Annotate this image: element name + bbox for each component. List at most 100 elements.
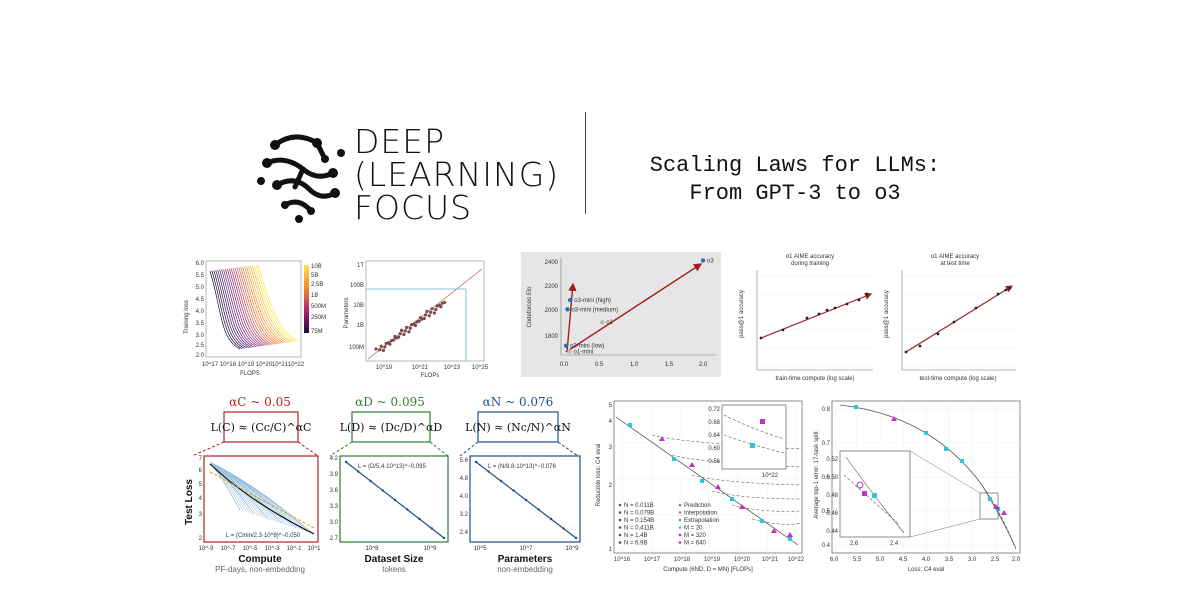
cyan-marker — [960, 459, 964, 463]
svg-text:10^1: 10^1 — [308, 546, 321, 552]
svg-text:10^17: 10^17 — [202, 362, 219, 368]
svg-text:10^19: 10^19 — [238, 362, 255, 368]
fig5-ticks — [902, 275, 1016, 367]
magenta-marker — [689, 462, 695, 467]
legend-swatch — [678, 533, 682, 537]
figure-aime-test-time: o1 AIME accuracy at test time pass@1 acc… — [880, 252, 1020, 382]
legend-swatch — [618, 503, 622, 507]
fig6-compute-curves — [209, 461, 315, 535]
inset-magenta-marker — [760, 419, 765, 424]
svg-text:7: 7 — [199, 456, 203, 462]
power-law-point — [549, 517, 553, 521]
svg-text:4: 4 — [199, 496, 203, 502]
fig2-xticks: 10^19 10^21 10^23 10^25 — [376, 365, 489, 371]
logo-line-1: DEEP — [354, 122, 446, 161]
svg-text:2.5: 2.5 — [991, 557, 1000, 563]
aime-point — [974, 306, 978, 310]
fig4-points — [759, 292, 869, 340]
svg-text:2.0: 2.0 — [196, 353, 205, 359]
fig6-alpha-c: αC ~ 0.05 — [229, 395, 291, 409]
svg-text:10^19: 10^19 — [376, 365, 393, 371]
loss-curve — [248, 266, 287, 343]
svg-text:10^-7: 10^-7 — [221, 546, 236, 552]
fig8-inset-xticks: 2.6 2.4 — [850, 541, 899, 547]
fig7-fit-line — [615, 416, 799, 546]
svg-text:2.5B: 2.5B — [311, 282, 323, 288]
figure-reducible-loss: Reducible loss: C4 eval 5 4 3 2 1 10^16 … — [592, 395, 807, 575]
elo-point — [567, 349, 572, 354]
svg-text:10^-1: 10^-1 — [287, 546, 302, 552]
aime-point — [1004, 288, 1008, 292]
loss-curve — [213, 270, 245, 349]
elo-point-label: o1 — [606, 320, 613, 326]
fig6-formula-n: L(N) ≈ (Nc/N)^αN — [465, 421, 571, 434]
page-title: Scaling Laws for LLMs: From GPT-3 to o3 — [620, 152, 970, 208]
legend-swatch — [618, 511, 622, 514]
extrapolation-curve — [711, 490, 803, 500]
svg-text:250M: 250M — [311, 315, 326, 321]
legend-label: M = 320 — [684, 533, 707, 539]
svg-text:4.5: 4.5 — [196, 297, 205, 303]
svg-text:0.50: 0.50 — [826, 475, 838, 481]
scatter-point — [399, 328, 404, 332]
scatter-point — [403, 329, 407, 333]
cyan-marker — [760, 519, 764, 523]
svg-text:1B: 1B — [311, 293, 318, 299]
compute-curve — [210, 462, 244, 512]
svg-text:10^5: 10^5 — [474, 546, 487, 552]
svg-text:1.5: 1.5 — [665, 362, 674, 368]
fig1-curves — [209, 264, 299, 350]
header-divider — [585, 112, 586, 214]
compute-frontier — [209, 463, 315, 535]
loss-curve — [240, 267, 278, 345]
power-law-point — [537, 508, 540, 511]
scatter-point — [407, 330, 411, 334]
elo-point — [700, 258, 706, 263]
scatter-point — [429, 310, 433, 314]
scatter-point — [425, 309, 429, 314]
magenta-marker — [659, 436, 665, 441]
inset-cyan-marker — [872, 493, 877, 498]
legend-label: M = 640 — [684, 541, 707, 547]
legend-swatch — [618, 541, 622, 544]
scatter-point — [415, 320, 419, 324]
fig2-ylabel: Parameters — [344, 297, 350, 328]
fig1-ylabel: Training loss — [184, 300, 190, 334]
fig8-fit-curve — [839, 404, 1017, 550]
aime-point — [781, 328, 785, 332]
svg-text:0.8: 0.8 — [822, 407, 831, 413]
scatter-point — [384, 341, 388, 346]
svg-text:0.6: 0.6 — [822, 475, 831, 481]
legend-label: N = 0.154B — [624, 518, 654, 524]
fig4-title-1: o1 AIME accuracy — [786, 254, 834, 260]
svg-text:5.0: 5.0 — [196, 285, 205, 291]
loss-curve — [255, 265, 296, 342]
scatter-point — [408, 326, 412, 330]
svg-text:10^19: 10^19 — [704, 557, 721, 563]
inset-prediction-marker — [856, 481, 864, 489]
svg-text:3.0: 3.0 — [968, 557, 977, 563]
power-law-point — [499, 479, 503, 483]
scatter-point — [405, 325, 409, 330]
fig6-legend-n: L = (N/8.8·10^13)^−0.076 — [488, 464, 556, 470]
loss-curve — [221, 269, 255, 348]
scatter-point — [410, 323, 414, 327]
fig6-parameter-points — [474, 460, 578, 540]
fig8-yticks: 0.8 0.7 0.6 0.5 0.4 — [822, 407, 831, 549]
title-line-1: Scaling Laws for LLMs: — [649, 153, 941, 178]
loss-curve — [232, 268, 268, 346]
fig5-xlabel: test-time compute (log scale) — [919, 376, 996, 382]
fig3-arrow-long — [565, 263, 703, 353]
svg-text:0.4: 0.4 — [822, 543, 831, 549]
fig1-yticks: 6.0 5.5 5.0 4.5 4.0 3.5 3.0 2.5 2.0 — [196, 261, 205, 359]
fig6-formula-box-d — [351, 411, 431, 443]
svg-text:3.5: 3.5 — [945, 557, 954, 563]
cyan-marker — [628, 423, 632, 427]
aime-point — [825, 308, 829, 312]
fig6-formula-d: L(D) ≈ (Dc/D)^αD — [340, 421, 443, 434]
svg-text:4.0: 4.0 — [460, 494, 469, 500]
svg-text:1B: 1B — [357, 323, 364, 329]
legend-swatch — [618, 518, 622, 522]
svg-text:10B: 10B — [353, 303, 364, 309]
scatter-point — [434, 307, 438, 312]
